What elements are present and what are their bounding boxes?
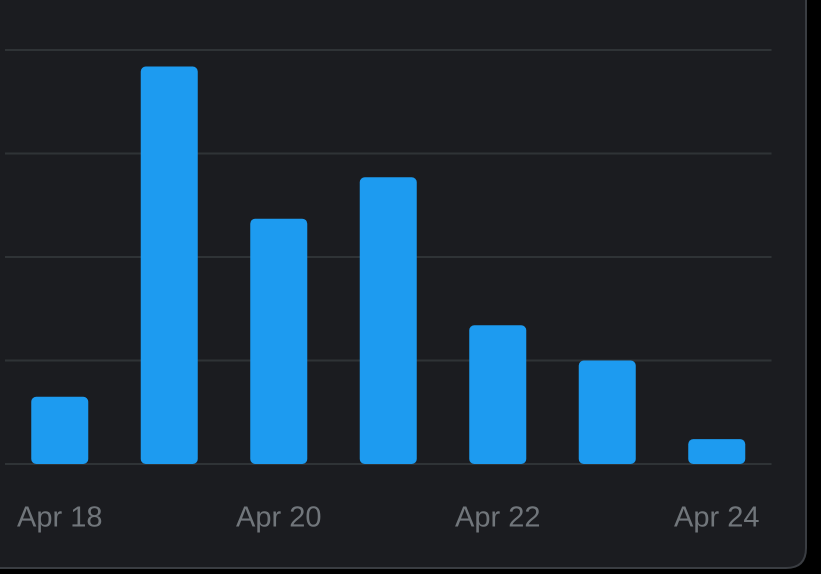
bar [469, 325, 527, 464]
bar [578, 360, 636, 464]
bar [359, 177, 417, 464]
x-tick-label: Apr 18 [17, 502, 102, 534]
x-tick-label: Apr 24 [674, 502, 759, 534]
bar [250, 218, 308, 464]
bar [31, 396, 89, 464]
bar [688, 439, 746, 464]
x-tick-label: Apr 20 [236, 502, 321, 534]
x-tick-label: Apr 22 [455, 502, 540, 534]
bar [140, 66, 198, 464]
